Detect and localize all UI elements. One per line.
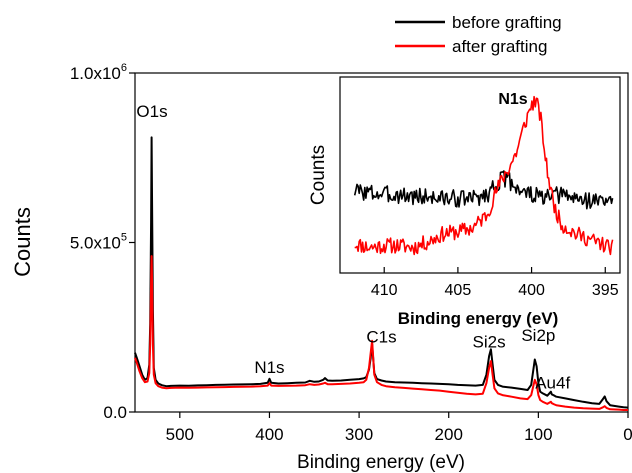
main-x-tick-label: 200 [435, 425, 463, 444]
main-series-after-grafting [134, 255, 628, 411]
main-y-tick-label: 0.0 [103, 403, 127, 422]
peak-label-au4f: Au4f [535, 373, 570, 392]
main-x-axis-label: Binding energy (eV) [297, 452, 465, 473]
inset-series-lines [353, 95, 614, 256]
peak-label-si2s: Si2s [473, 333, 506, 352]
peak-label-o1s: O1s [136, 102, 167, 121]
legend: before grafting after grafting [395, 13, 562, 56]
main-y-tick-label: 5.0x105 [70, 232, 127, 253]
inset-x-tick-label: 405 [445, 282, 472, 299]
inset-y-axis-label: Counts [308, 145, 329, 205]
inset-series-after-grafting [354, 95, 614, 256]
main-x-tick-label: 400 [255, 425, 283, 444]
peak-label-si2p: Si2p [521, 326, 555, 345]
main-y-tick-label: 1.0x106 [70, 62, 127, 83]
main-x-tick-label: 300 [345, 425, 373, 444]
peak-label-c1s: C1s [366, 328, 396, 347]
main-series-lines [134, 136, 629, 411]
inset-series-before-grafting [353, 170, 614, 210]
main-x-ticks: 500 400 300 200 100 0 [166, 412, 632, 444]
inset-plot-frame [339, 76, 621, 274]
inset-title: N1s [498, 91, 527, 108]
main-y-ticks: 0.0 5.0x105 1.0x106 [70, 62, 135, 422]
inset-x-tick-label: 395 [592, 282, 619, 299]
inset-x-tick-label: 400 [518, 282, 545, 299]
main-x-tick-label: 100 [524, 425, 552, 444]
inset-x-axis-label: Binding energy (eV) [398, 309, 559, 328]
legend-label-before-grafting: before grafting [452, 13, 562, 32]
inset-x-tick-label: 410 [371, 282, 398, 299]
main-peak-labels: O1s N1s C1s Si2s Si2p Au4f [136, 102, 570, 392]
main-x-tick-label: 500 [166, 425, 194, 444]
main-y-axis-label: Counts [10, 207, 35, 277]
peak-label-n1s: N1s [254, 358, 284, 377]
inset-x-ticks: 410 405 400 395 [371, 267, 619, 299]
legend-label-after-grafting: after grafting [452, 37, 547, 56]
main-x-tick-label: 0 [623, 425, 632, 444]
